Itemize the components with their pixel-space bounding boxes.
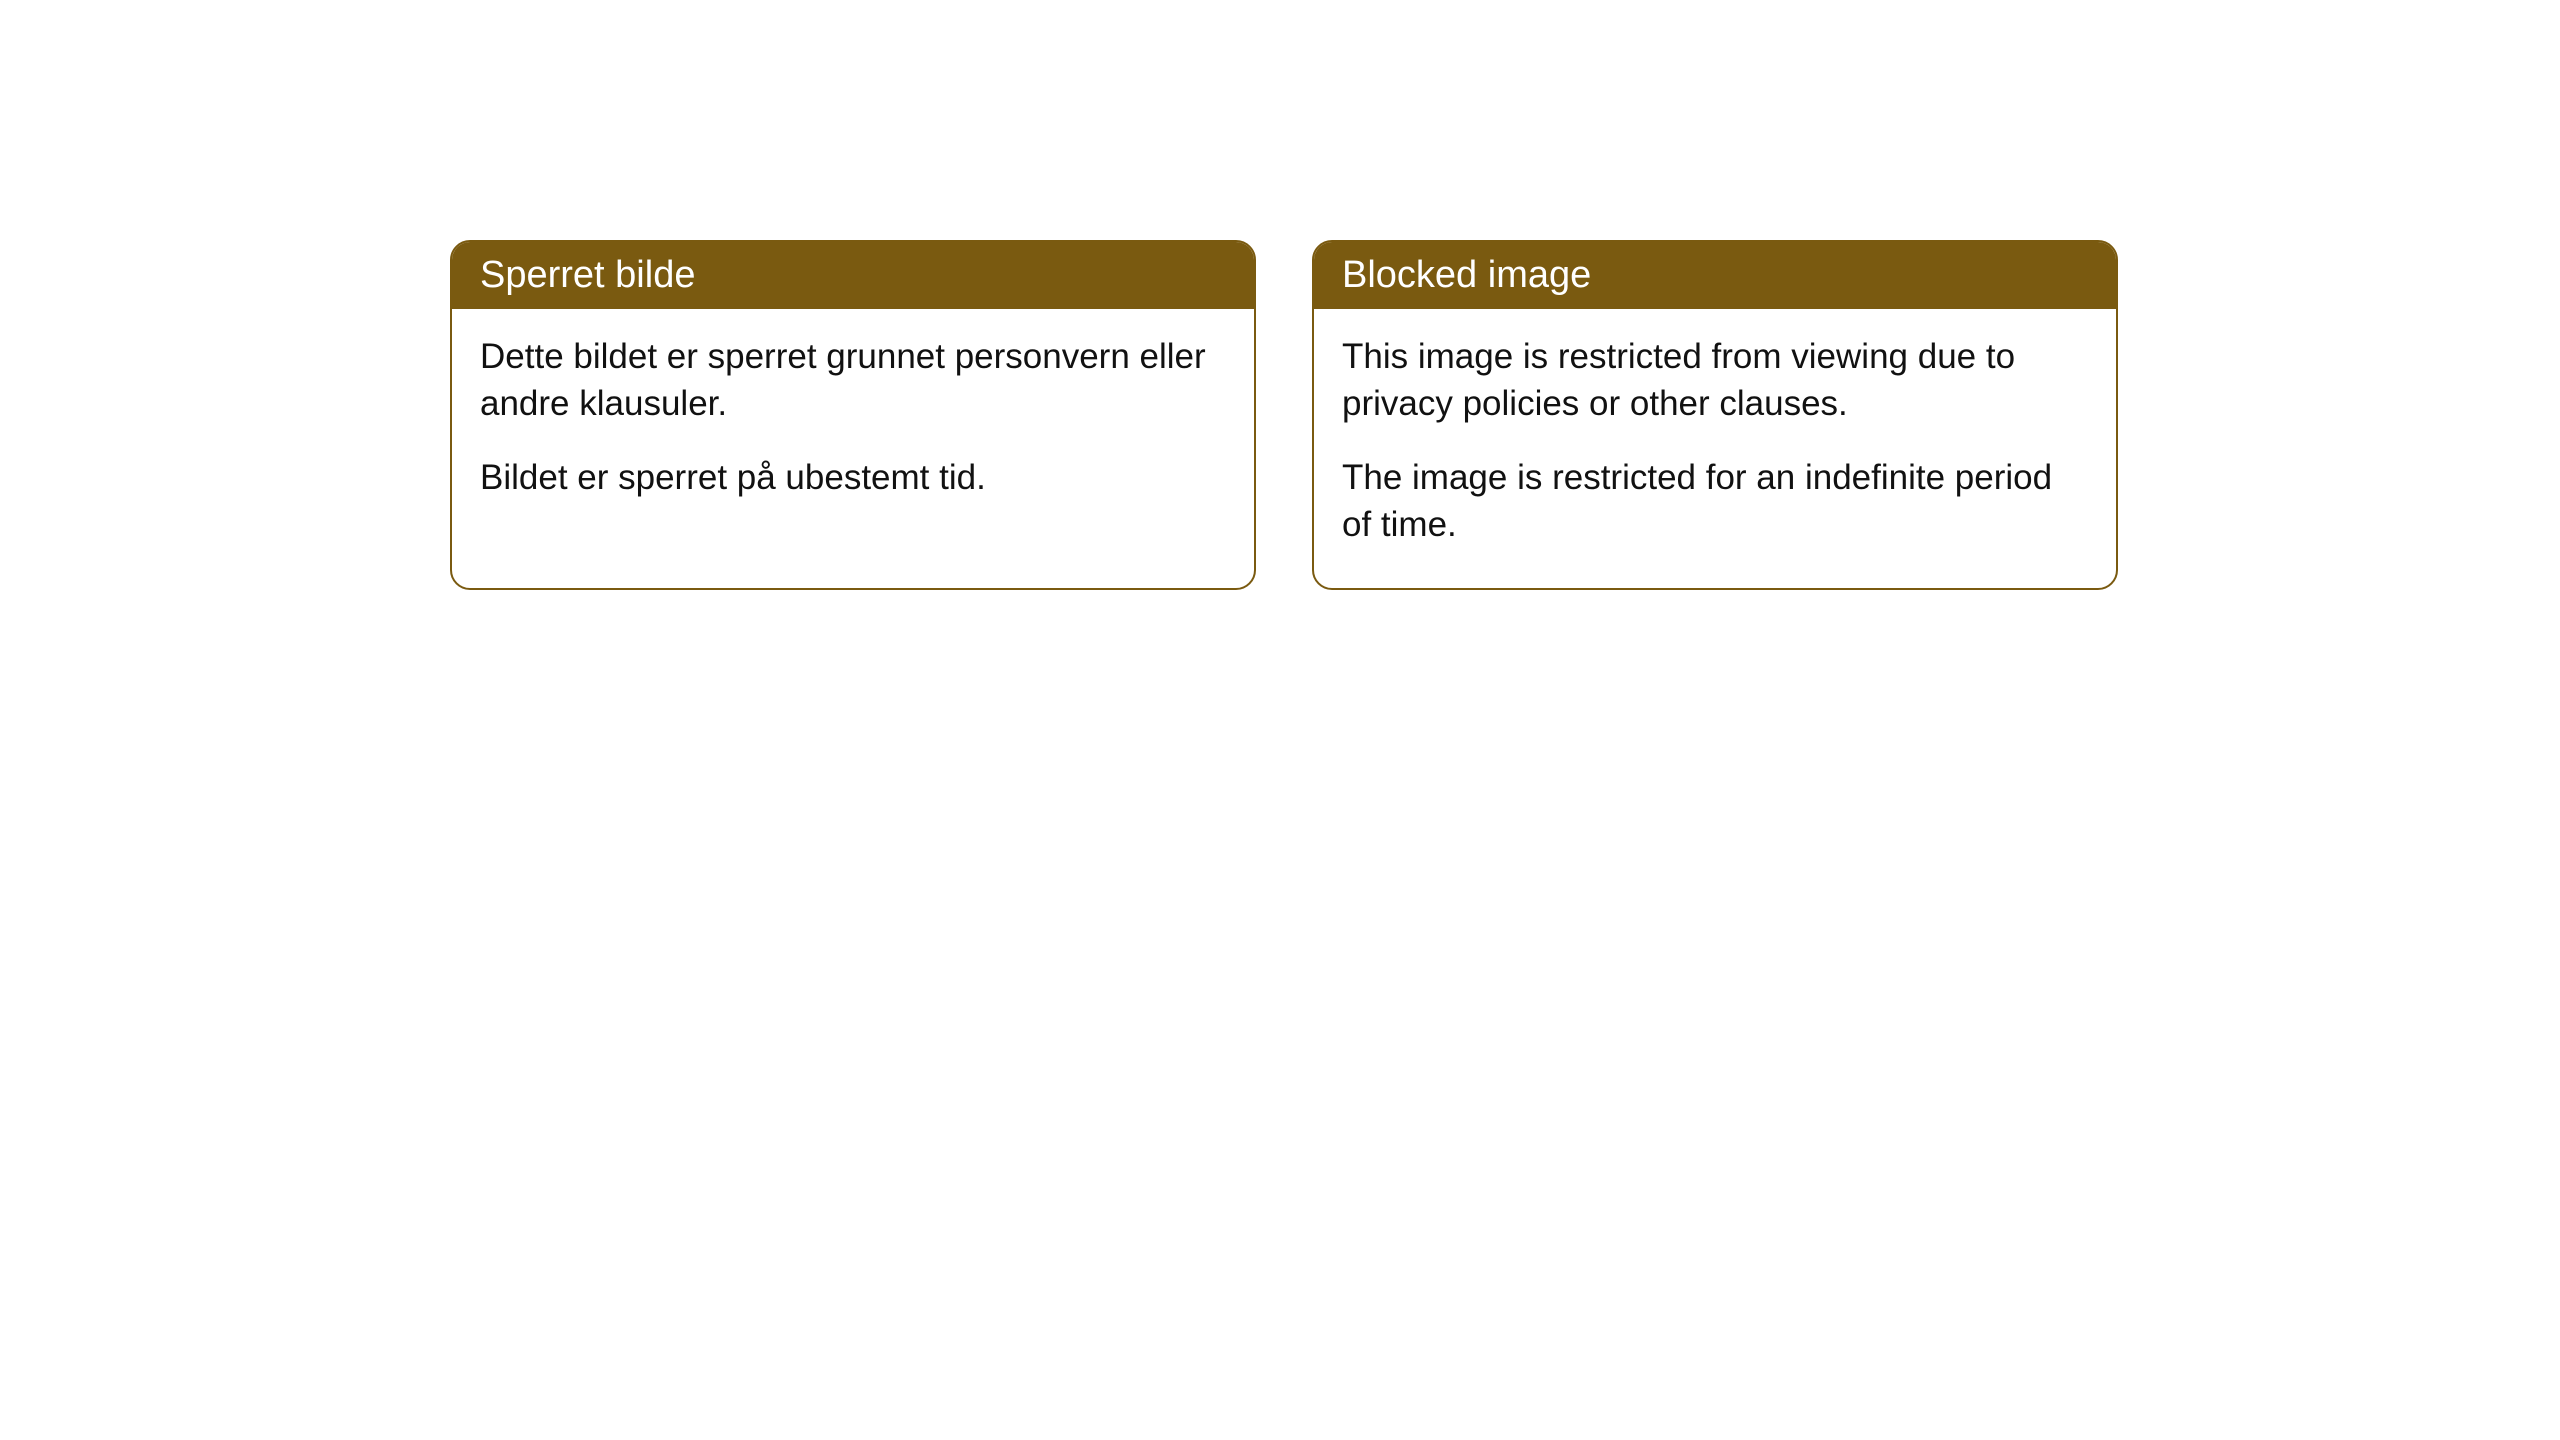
blocked-image-card-no: Sperret bilde Dette bildet er sperret gr… (450, 240, 1256, 590)
card-title: Sperret bilde (480, 254, 695, 296)
card-paragraph: This image is restricted from viewing du… (1342, 333, 2088, 428)
blocked-image-card-en: Blocked image This image is restricted f… (1312, 240, 2118, 590)
card-header: Sperret bilde (452, 242, 1254, 309)
card-paragraph: Dette bildet er sperret grunnet personve… (480, 333, 1226, 428)
card-title: Blocked image (1342, 254, 1591, 296)
notice-cards-container: Sperret bilde Dette bildet er sperret gr… (450, 240, 2118, 590)
card-paragraph: Bildet er sperret på ubestemt tid. (480, 454, 1226, 501)
card-header: Blocked image (1314, 242, 2116, 309)
card-body: Dette bildet er sperret grunnet personve… (452, 309, 1254, 541)
card-paragraph: The image is restricted for an indefinit… (1342, 454, 2088, 549)
card-body: This image is restricted from viewing du… (1314, 309, 2116, 588)
